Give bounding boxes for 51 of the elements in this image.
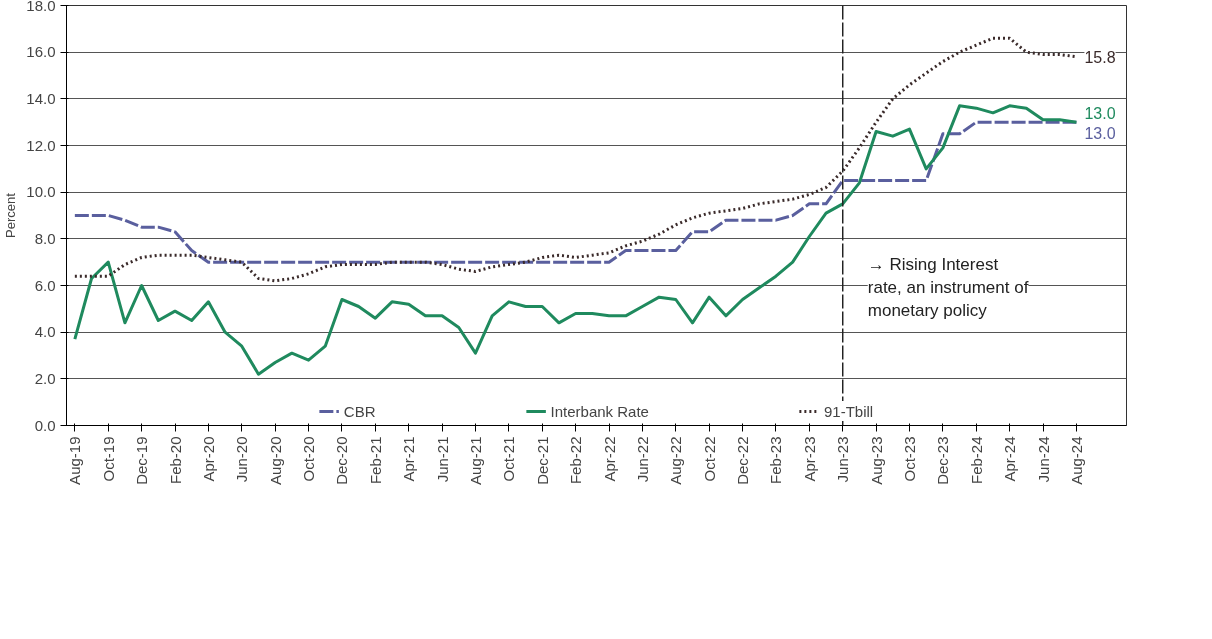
x-tick-label: Dec-22 — [734, 436, 752, 485]
x-tick-label: Dec-23 — [934, 436, 952, 485]
x-tick-label: Feb-20 — [166, 436, 184, 485]
x-tick-label: Aug-21 — [466, 436, 484, 485]
annotation: → Rising Interest rate, an instrument of monetary policy — [867, 255, 1029, 320]
x-tick-label: Jun-20 — [233, 436, 251, 483]
x-tick-label: Apr-22 — [600, 436, 618, 482]
x-tick-label: Feb-22 — [567, 436, 585, 485]
annotation: 13.0 — [1084, 105, 1116, 123]
annotation: 13.0 — [1084, 125, 1116, 143]
y-tick-label: 14.0 — [26, 89, 56, 107]
legend-label: CBR — [343, 402, 376, 420]
y-tick-label: 0.0 — [34, 416, 56, 434]
x-tick-label: Feb-21 — [366, 436, 384, 485]
x-tick-label: Oct-21 — [500, 436, 518, 482]
x-tick-label: Aug-22 — [667, 436, 685, 485]
x-tick-label: Jun-21 — [433, 436, 451, 483]
x-tick-label: Aug-19 — [66, 436, 84, 485]
y-tick-label: 10.0 — [26, 183, 56, 201]
x-tick-label: Feb-23 — [767, 436, 785, 485]
legend-label: 91-Tbill — [823, 402, 874, 420]
x-tick-label: Apr-21 — [400, 436, 418, 482]
x-tick-label: Jun-24 — [1034, 436, 1052, 483]
line-series — [73, 36, 1078, 283]
y-tick-label: 12.0 — [26, 136, 56, 154]
x-tick-label: Dec-20 — [333, 436, 351, 485]
y-tick-label: 8.0 — [34, 229, 56, 247]
x-tick-label: Apr-24 — [1001, 436, 1019, 482]
x-tick-label: Aug-23 — [867, 436, 885, 485]
y-tick-label: 18.0 — [26, 0, 56, 14]
line-series — [73, 104, 1078, 376]
x-tick-label: Dec-21 — [533, 436, 551, 485]
x-tick-label: Aug-20 — [266, 436, 284, 485]
x-tick-label: Oct-19 — [99, 436, 117, 482]
x-tick-label: Jun-22 — [633, 436, 651, 483]
x-tick-label: Jun-23 — [834, 436, 852, 483]
y-tick-label: 2.0 — [34, 369, 56, 387]
y-tick-label: 16.0 — [26, 43, 56, 61]
x-tick-label: Oct-20 — [300, 436, 318, 482]
x-tick-label: Aug-24 — [1067, 436, 1085, 485]
annotation: 15.8 — [1084, 48, 1116, 66]
legend-label: Interbank Rate — [550, 402, 649, 420]
y-tick-label: 6.0 — [34, 276, 56, 294]
y-axis-title: Percent — [3, 192, 19, 238]
x-tick-label: Oct-22 — [700, 436, 718, 482]
x-tick-label: Dec-19 — [133, 436, 151, 485]
x-tick-label: Oct-23 — [900, 436, 918, 482]
x-tick-label: Feb-24 — [967, 436, 985, 485]
y-tick-label: 4.0 — [34, 323, 56, 341]
x-tick-label: Apr-20 — [199, 436, 217, 482]
x-tick-label: Apr-23 — [800, 436, 818, 482]
